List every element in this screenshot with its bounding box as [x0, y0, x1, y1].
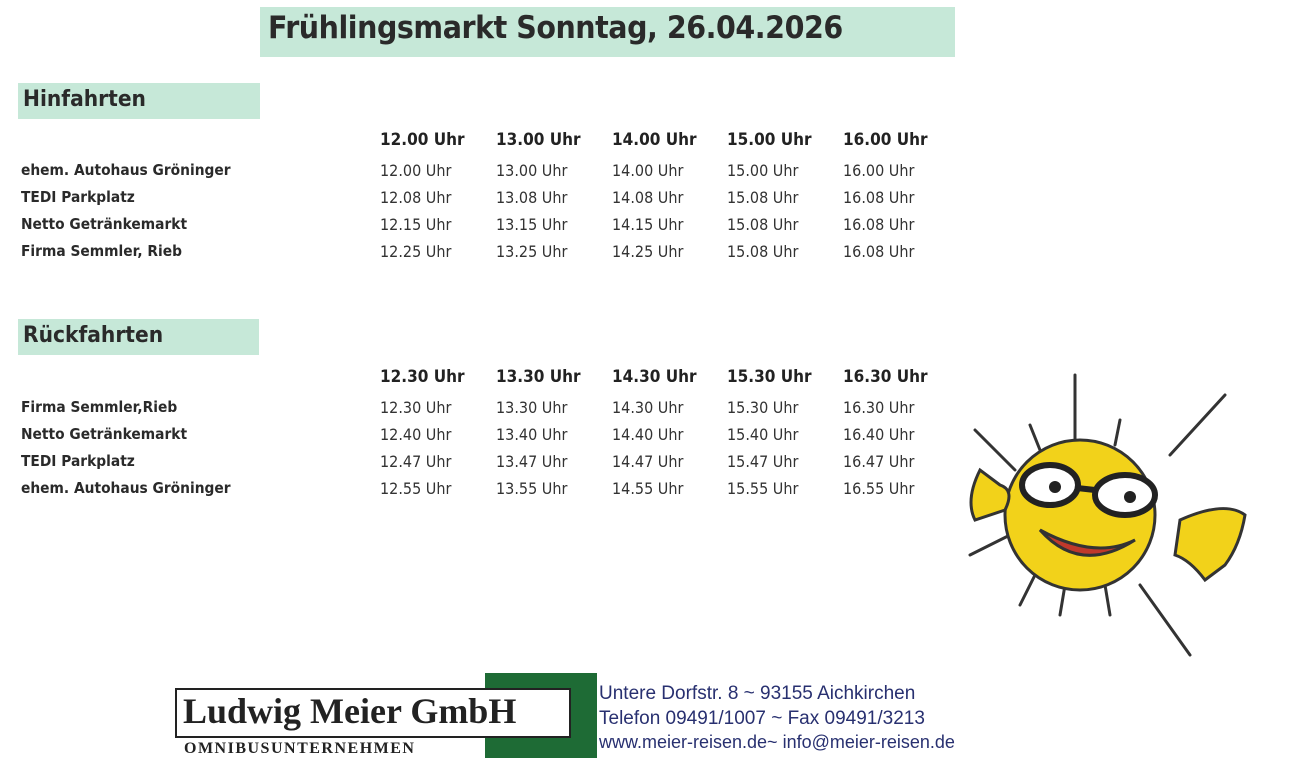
departure-time: 16.55 Uhr	[843, 479, 915, 498]
stop-name: Netto Getränkemarkt	[21, 425, 188, 443]
departure-time: 13.15 Uhr	[496, 215, 568, 234]
column-header: 12.00 Uhr	[380, 130, 465, 150]
departure-time: 15.47 Uhr	[727, 452, 799, 471]
departure-time: 16.40 Uhr	[843, 425, 915, 444]
departure-time: 14.55 Uhr	[612, 479, 684, 498]
stop-name: TEDI Parkplatz	[21, 188, 135, 206]
departure-time: 15.08 Uhr	[727, 188, 799, 207]
hinfahrten-heading: Hinfahrten	[23, 87, 146, 112]
departure-time: 15.40 Uhr	[727, 425, 799, 444]
rueckfahrten-heading: Rückfahrten	[23, 323, 164, 348]
column-header: 16.30 Uhr	[843, 367, 928, 387]
stop-name: ehem. Autohaus Gröninger	[21, 161, 231, 179]
departure-time: 14.08 Uhr	[612, 188, 684, 207]
page-title: Frühlingsmarkt Sonntag, 26.04.2026	[268, 10, 843, 46]
departure-time: 15.08 Uhr	[727, 215, 799, 234]
departure-time: 13.25 Uhr	[496, 242, 568, 261]
departure-time: 12.47 Uhr	[380, 452, 452, 471]
column-header: 14.00 Uhr	[612, 130, 697, 150]
departure-time: 16.08 Uhr	[843, 215, 915, 234]
logo-box	[175, 688, 571, 738]
address: Untere Dorfstr. 8 ~ 93155 Aichkirchen	[599, 683, 916, 704]
departure-time: 12.30 Uhr	[380, 398, 452, 417]
column-header: 13.00 Uhr	[496, 130, 581, 150]
departure-time: 13.55 Uhr	[496, 479, 568, 498]
departure-time: 13.08 Uhr	[496, 188, 568, 207]
stop-name: ehem. Autohaus Gröninger	[21, 479, 231, 497]
departure-time: 16.30 Uhr	[843, 398, 915, 417]
stop-name: Firma Semmler, Rieb	[21, 242, 183, 260]
departure-time: 12.08 Uhr	[380, 188, 452, 207]
column-header: 16.00 Uhr	[843, 130, 928, 150]
departure-time: 15.00 Uhr	[727, 161, 799, 180]
departure-time: 16.08 Uhr	[843, 242, 915, 261]
departure-time: 12.00 Uhr	[380, 161, 452, 180]
departure-time: 13.47 Uhr	[496, 452, 568, 471]
departure-time: 13.40 Uhr	[496, 425, 568, 444]
departure-time: 12.40 Uhr	[380, 425, 452, 444]
departure-time: 13.00 Uhr	[496, 161, 568, 180]
departure-time: 14.15 Uhr	[612, 215, 684, 234]
title-band	[260, 7, 955, 57]
departure-time: 16.00 Uhr	[843, 161, 915, 180]
departure-time: 14.30 Uhr	[612, 398, 684, 417]
company-name: Ludwig Meier GmbH	[183, 691, 517, 731]
departure-time: 16.08 Uhr	[843, 188, 915, 207]
stop-name: TEDI Parkplatz	[21, 452, 135, 470]
departure-time: 14.25 Uhr	[612, 242, 684, 261]
departure-time: 14.00 Uhr	[612, 161, 684, 180]
departure-time: 12.15 Uhr	[380, 215, 452, 234]
column-header: 14.30 Uhr	[612, 367, 697, 387]
departure-time: 14.47 Uhr	[612, 452, 684, 471]
stop-name: Firma Semmler,Rieb	[21, 398, 178, 416]
company-subtitle: OMNIBUSUNTERNEHMEN	[184, 740, 416, 757]
phone-fax: Telefon 09491/1007 ~ Fax 09491/3213	[599, 708, 925, 729]
departure-time: 15.08 Uhr	[727, 242, 799, 261]
departure-time: 12.25 Uhr	[380, 242, 452, 261]
departure-time: 13.30 Uhr	[496, 398, 568, 417]
stop-name: Netto Getränkemarkt	[21, 215, 188, 233]
web-email: www.meier-reisen.de~ info@meier-reisen.d…	[599, 732, 955, 752]
column-header: 12.30 Uhr	[380, 367, 465, 387]
departure-time: 16.47 Uhr	[843, 452, 915, 471]
departure-time: 15.55 Uhr	[727, 479, 799, 498]
departure-time: 15.30 Uhr	[727, 398, 799, 417]
hinfahrten-band	[18, 83, 260, 119]
column-header: 15.30 Uhr	[727, 367, 812, 387]
rueckfahrten-band	[18, 319, 259, 355]
departure-time: 14.40 Uhr	[612, 425, 684, 444]
departure-time: 12.55 Uhr	[380, 479, 452, 498]
column-header: 13.30 Uhr	[496, 367, 581, 387]
column-header: 15.00 Uhr	[727, 130, 812, 150]
sun-with-sunglasses-icon	[968, 373, 1247, 657]
